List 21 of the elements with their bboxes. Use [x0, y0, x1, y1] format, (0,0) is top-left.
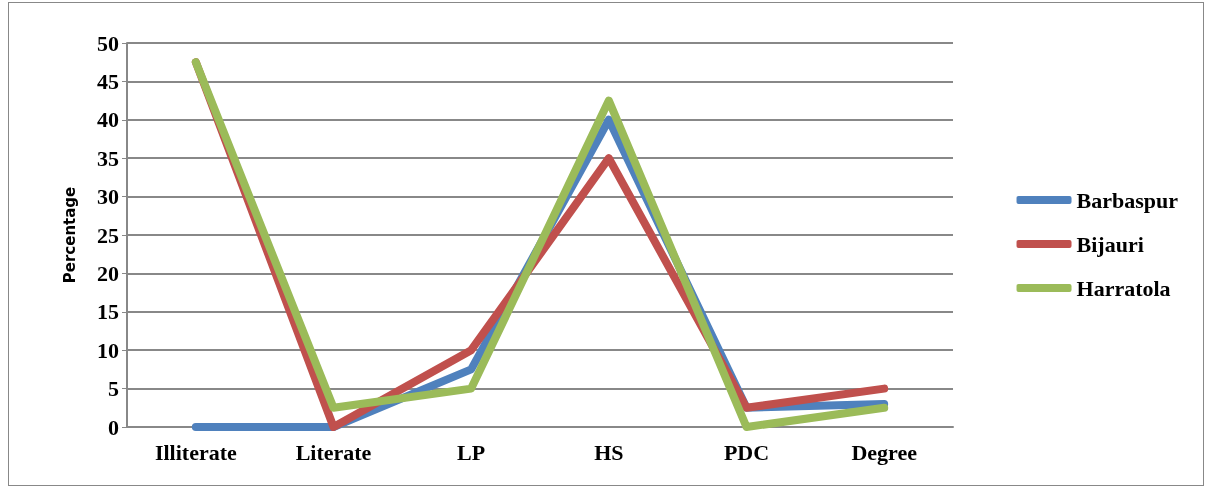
- y-tick-label: 50: [97, 30, 119, 56]
- y-tick-label: 40: [97, 107, 119, 133]
- y-tick-label: 15: [97, 299, 119, 325]
- x-tick-label: Illiterate: [154, 439, 237, 465]
- y-tick-label: 30: [97, 184, 119, 210]
- y-tick-label: 20: [97, 260, 119, 286]
- x-tick-label: Literate: [295, 439, 372, 465]
- x-tick-label: Degree: [851, 439, 918, 465]
- y-tick-label: 35: [97, 145, 119, 171]
- x-tick-label: LP: [457, 439, 486, 465]
- x-tick-label: HS: [594, 439, 624, 465]
- y-axis-title: Percentage: [60, 186, 79, 284]
- legend-label: Barbaspur: [1076, 187, 1179, 213]
- y-tick-label: 10: [97, 337, 119, 363]
- legend-label: Bijauri: [1076, 231, 1144, 257]
- y-tick-label: 45: [97, 68, 119, 94]
- y-tick-label: 0: [108, 414, 119, 440]
- legend-label: Harratola: [1076, 275, 1171, 301]
- y-tick-label: 25: [97, 222, 119, 248]
- x-tick-label: PDC: [723, 439, 770, 465]
- y-tick-label: 5: [108, 376, 119, 402]
